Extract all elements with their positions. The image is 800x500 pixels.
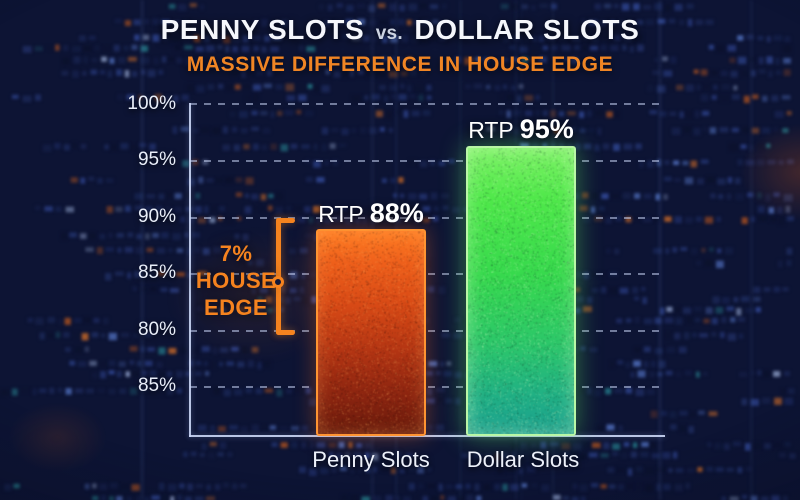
penny-slots-bar	[316, 229, 426, 436]
penny-bar-value-label: RTP 88%	[291, 198, 451, 229]
x-axis-label-dollar: Dollar Slots	[466, 447, 580, 472]
x-axis-line	[189, 435, 665, 437]
title-right: DOLLAR SLOTS	[414, 14, 640, 45]
y-tick-label: 100%	[127, 93, 176, 114]
y-tick-label: 85%	[137, 262, 176, 283]
x-axis-label-penny: Penny Slots	[312, 447, 430, 472]
dollar-rtp-value: 95%	[519, 114, 574, 144]
house-edge-bracket-dot	[272, 276, 284, 288]
dollar-bar-texture	[468, 148, 574, 434]
house-edge-line-3: EDGE	[204, 295, 268, 320]
chart-header: PENNY SLOTS vs. DOLLAR SLOTS MASSIVE DIF…	[0, 14, 800, 77]
y-tick-label: 90%	[137, 206, 176, 227]
gridline-95	[190, 160, 664, 162]
house-edge-bracket-bottom-arm	[276, 330, 295, 335]
chart-title: PENNY SLOTS vs. DOLLAR SLOTS	[0, 14, 800, 46]
dollar-slots-bar	[466, 146, 576, 436]
house-edge-line-2: HOUSE	[195, 268, 277, 293]
y-tick-label: 80%	[137, 319, 176, 340]
title-left: PENNY SLOTS	[160, 14, 365, 45]
penny-rtp-value: 88%	[369, 198, 424, 228]
dollar-bar-value-label: RTP 95%	[441, 114, 601, 145]
y-tick-label: 85%	[137, 375, 176, 396]
dollar-rtp-prefix: RTP	[468, 117, 514, 143]
house-edge-annotation: 7% HOUSE EDGE	[166, 240, 306, 321]
gridline-100	[190, 103, 664, 105]
house-edge-line-1: 7%	[219, 241, 253, 266]
title-vs: vs.	[375, 23, 404, 44]
y-tick-label: 95%	[137, 149, 176, 170]
chart-subtitle: MASSIVE DIFFERENCE IN HOUSE EDGE	[186, 53, 614, 76]
gridline-80	[190, 330, 664, 332]
penny-bar-texture	[318, 231, 424, 434]
gridline-75	[190, 386, 664, 388]
penny-rtp-prefix: RTP	[318, 201, 364, 227]
